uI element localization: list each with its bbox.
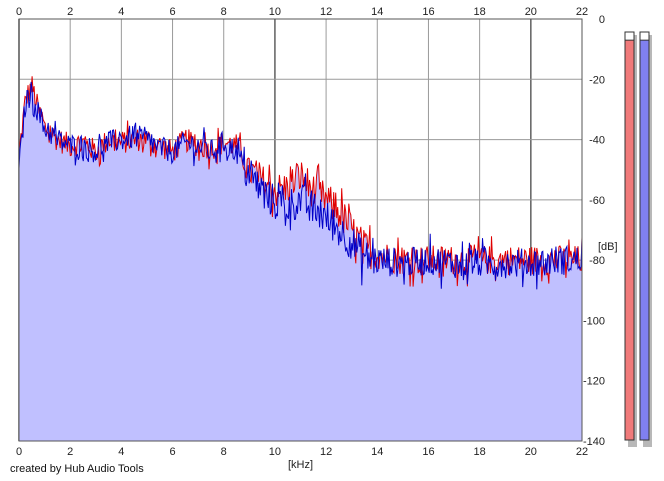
x-tick-label-top: 0 xyxy=(16,6,22,18)
y-tick-label: -20 xyxy=(589,74,605,86)
spectrum-lines xyxy=(18,76,583,290)
x-tick-labels-bottom: 0 2 4 6 8 10 12 14 16 18 20 22 xyxy=(16,446,588,458)
y-tick-label: -120 xyxy=(583,376,605,388)
x-tick-label-bottom: 14 xyxy=(371,446,383,458)
series-line-1 xyxy=(18,76,583,287)
meter-bar-1 xyxy=(624,39,635,441)
plot-border xyxy=(18,18,583,442)
x-tick-label-bottom: 16 xyxy=(422,446,434,458)
x-tick-label-bottom: 12 xyxy=(320,446,332,458)
x-tick-label-top: 14 xyxy=(371,6,383,18)
x-tick-label-bottom: 20 xyxy=(525,446,537,458)
y-tick-label: -80 xyxy=(589,255,605,267)
level-meters xyxy=(624,31,652,447)
x-tick-label-top: 12 xyxy=(320,6,332,18)
x-tick-label-bottom: 8 xyxy=(221,446,227,458)
x-tick-label-top: 8 xyxy=(221,6,227,18)
x-tick-label-top: 10 xyxy=(269,6,281,18)
credit-text: created by Hub Audio Tools xyxy=(10,463,144,475)
y-tick-label: -140 xyxy=(583,436,605,448)
x-tick-label-bottom: 6 xyxy=(169,446,175,458)
x-tick-label-top: 20 xyxy=(525,6,537,18)
x-tick-label-top: 6 xyxy=(169,6,175,18)
y-tick-labels: 0 -20 -40 -60 -80 -100 -120 -140 xyxy=(583,14,605,448)
series-line-2 xyxy=(18,81,583,290)
meter-bar-2 xyxy=(639,39,650,441)
x-tick-label-bottom: 4 xyxy=(118,446,124,458)
x-tick-label-bottom: 0 xyxy=(16,446,22,458)
x-tick-labels-top: 0 2 4 6 8 10 12 14 16 18 20 22 xyxy=(16,6,588,18)
x-tick-label-bottom: 10 xyxy=(269,446,281,458)
plot-frame xyxy=(18,18,583,442)
x-tick-label-top: 4 xyxy=(118,6,124,18)
y-tick-label: -100 xyxy=(583,315,605,327)
x-axis-unit-label: [kHz] xyxy=(288,459,313,471)
x-tick-label-top: 2 xyxy=(67,6,73,18)
x-tick-label-top: 16 xyxy=(422,6,434,18)
y-axis-unit-label: [dB] xyxy=(598,241,618,253)
y-tick-label: -60 xyxy=(589,195,605,207)
y-tick-label: -40 xyxy=(589,135,605,147)
x-tick-label-bottom: 2 xyxy=(67,446,73,458)
spectrum-area-fill xyxy=(19,76,582,442)
x-tick-label-top: 22 xyxy=(576,6,588,18)
x-tick-label-bottom: 18 xyxy=(474,446,486,458)
x-tick-label-top: 18 xyxy=(474,6,486,18)
y-tick-label: 0 xyxy=(599,14,605,26)
x-tick-label-bottom: 22 xyxy=(576,446,588,458)
